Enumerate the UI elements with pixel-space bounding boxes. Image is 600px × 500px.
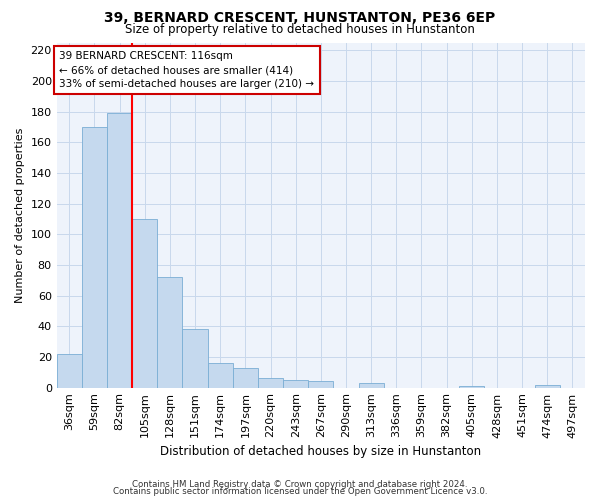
Text: Contains HM Land Registry data © Crown copyright and database right 2024.: Contains HM Land Registry data © Crown c…	[132, 480, 468, 489]
Bar	[82, 127, 107, 388]
Y-axis label: Number of detached properties: Number of detached properties	[15, 128, 25, 302]
Bar	[535, 384, 560, 388]
Bar	[208, 363, 233, 388]
X-axis label: Distribution of detached houses by size in Hunstanton: Distribution of detached houses by size …	[160, 444, 481, 458]
Text: Contains public sector information licensed under the Open Government Licence v3: Contains public sector information licen…	[113, 488, 487, 496]
Bar	[157, 277, 182, 388]
Bar	[107, 113, 132, 388]
Bar	[359, 383, 384, 388]
Text: 39 BERNARD CRESCENT: 116sqm
← 66% of detached houses are smaller (414)
33% of se: 39 BERNARD CRESCENT: 116sqm ← 66% of det…	[59, 51, 314, 89]
Bar	[283, 380, 308, 388]
Bar	[132, 219, 157, 388]
Bar	[182, 330, 208, 388]
Bar	[459, 386, 484, 388]
Bar	[56, 354, 82, 388]
Text: 39, BERNARD CRESCENT, HUNSTANTON, PE36 6EP: 39, BERNARD CRESCENT, HUNSTANTON, PE36 6…	[104, 11, 496, 25]
Text: Size of property relative to detached houses in Hunstanton: Size of property relative to detached ho…	[125, 22, 475, 36]
Bar	[308, 382, 334, 388]
Bar	[233, 368, 258, 388]
Bar	[258, 378, 283, 388]
